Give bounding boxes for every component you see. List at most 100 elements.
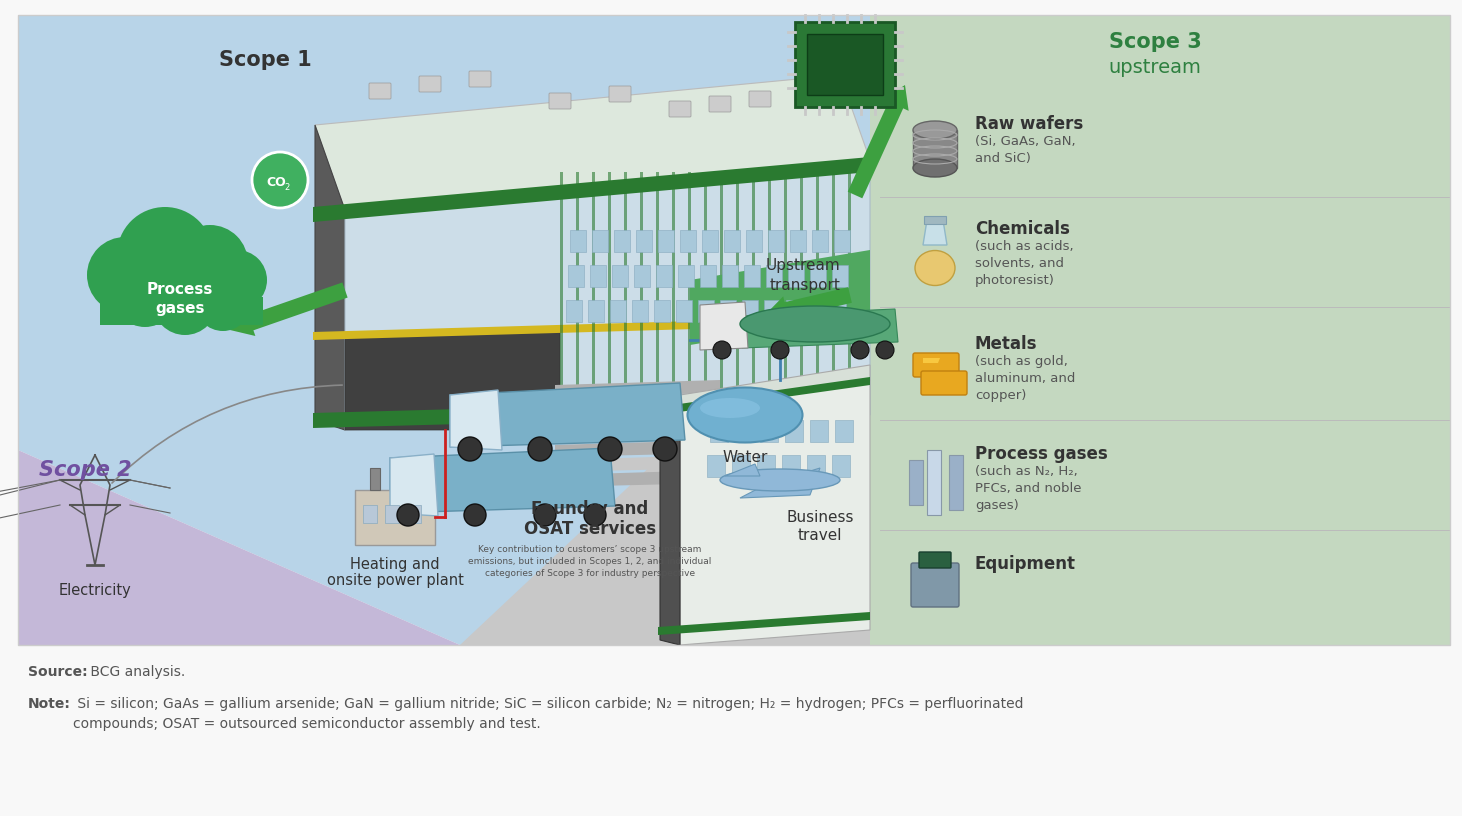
Text: OSAT services: OSAT services	[523, 520, 656, 538]
FancyBboxPatch shape	[656, 265, 673, 287]
Circle shape	[851, 341, 868, 359]
FancyBboxPatch shape	[711, 420, 728, 442]
Circle shape	[528, 437, 553, 461]
Polygon shape	[450, 390, 501, 450]
FancyBboxPatch shape	[760, 420, 778, 442]
Circle shape	[713, 341, 731, 359]
Polygon shape	[345, 328, 560, 430]
Polygon shape	[659, 395, 680, 645]
FancyBboxPatch shape	[708, 455, 725, 477]
FancyBboxPatch shape	[746, 230, 762, 252]
Polygon shape	[658, 377, 870, 415]
FancyBboxPatch shape	[749, 91, 770, 107]
Circle shape	[654, 437, 677, 461]
Text: Metals: Metals	[975, 335, 1038, 353]
Polygon shape	[740, 468, 820, 498]
Polygon shape	[735, 172, 738, 398]
Polygon shape	[658, 612, 870, 635]
FancyBboxPatch shape	[911, 563, 959, 607]
FancyBboxPatch shape	[808, 300, 825, 322]
Polygon shape	[816, 172, 819, 398]
FancyBboxPatch shape	[735, 420, 753, 442]
Polygon shape	[556, 470, 719, 487]
FancyBboxPatch shape	[370, 468, 380, 490]
Polygon shape	[624, 172, 627, 398]
FancyBboxPatch shape	[765, 300, 781, 322]
Polygon shape	[680, 380, 870, 645]
Polygon shape	[576, 172, 579, 398]
FancyBboxPatch shape	[613, 265, 629, 287]
Polygon shape	[656, 172, 659, 398]
Text: Water: Water	[722, 450, 768, 465]
FancyBboxPatch shape	[469, 71, 491, 87]
FancyBboxPatch shape	[588, 300, 604, 322]
Circle shape	[194, 275, 251, 331]
FancyBboxPatch shape	[927, 450, 942, 515]
FancyBboxPatch shape	[920, 552, 950, 568]
FancyBboxPatch shape	[810, 420, 827, 442]
Text: Note:: Note:	[28, 697, 70, 711]
Circle shape	[770, 341, 789, 359]
Polygon shape	[345, 160, 870, 430]
FancyBboxPatch shape	[632, 300, 648, 322]
Polygon shape	[313, 316, 870, 340]
Polygon shape	[768, 172, 770, 398]
FancyBboxPatch shape	[724, 230, 740, 252]
Polygon shape	[751, 172, 754, 398]
Polygon shape	[390, 454, 439, 516]
Polygon shape	[690, 250, 870, 345]
Polygon shape	[556, 440, 719, 457]
Polygon shape	[743, 309, 898, 348]
FancyBboxPatch shape	[807, 455, 825, 477]
Polygon shape	[313, 398, 870, 428]
FancyBboxPatch shape	[912, 130, 958, 168]
FancyBboxPatch shape	[785, 420, 803, 442]
FancyBboxPatch shape	[368, 83, 390, 99]
Polygon shape	[560, 172, 563, 398]
Polygon shape	[800, 172, 803, 398]
Text: Upstream: Upstream	[765, 258, 841, 273]
Circle shape	[173, 225, 249, 301]
FancyBboxPatch shape	[614, 230, 630, 252]
FancyBboxPatch shape	[566, 300, 582, 322]
FancyBboxPatch shape	[829, 72, 851, 88]
Polygon shape	[461, 260, 870, 645]
FancyArrow shape	[848, 85, 909, 198]
FancyBboxPatch shape	[680, 230, 696, 252]
FancyBboxPatch shape	[924, 216, 946, 224]
Polygon shape	[556, 395, 719, 412]
FancyBboxPatch shape	[697, 300, 713, 322]
FancyArrowPatch shape	[113, 385, 342, 483]
Text: Business: Business	[787, 510, 854, 525]
Polygon shape	[450, 383, 686, 447]
Text: Key contribution to customers’ scope 3 upstream
emissions, but included in Scope: Key contribution to customers’ scope 3 u…	[468, 545, 712, 578]
Text: CO: CO	[266, 175, 287, 188]
FancyBboxPatch shape	[795, 22, 895, 107]
Ellipse shape	[700, 398, 760, 418]
Polygon shape	[18, 450, 461, 645]
Polygon shape	[673, 172, 675, 398]
FancyBboxPatch shape	[811, 230, 827, 252]
Ellipse shape	[719, 469, 841, 491]
Text: transport: transport	[769, 278, 841, 293]
FancyBboxPatch shape	[591, 265, 607, 287]
FancyBboxPatch shape	[832, 455, 849, 477]
Polygon shape	[689, 172, 692, 398]
FancyBboxPatch shape	[810, 265, 826, 287]
Polygon shape	[390, 448, 616, 513]
Polygon shape	[725, 464, 760, 476]
FancyBboxPatch shape	[393, 472, 404, 490]
FancyBboxPatch shape	[835, 420, 852, 442]
Ellipse shape	[912, 121, 958, 139]
Polygon shape	[700, 302, 749, 350]
Text: (such as gold,
aluminum, and
copper): (such as gold, aluminum, and copper)	[975, 355, 1076, 402]
Text: compounds; OSAT = outsourced semiconductor assembly and test.: compounds; OSAT = outsourced semiconduct…	[73, 717, 541, 731]
Text: Process gases: Process gases	[975, 445, 1108, 463]
FancyBboxPatch shape	[700, 265, 716, 287]
Bar	[18, 15, 1450, 645]
Circle shape	[154, 271, 216, 335]
FancyBboxPatch shape	[830, 300, 846, 322]
Circle shape	[113, 263, 177, 327]
FancyBboxPatch shape	[709, 96, 731, 112]
Text: gases: gases	[155, 300, 205, 316]
